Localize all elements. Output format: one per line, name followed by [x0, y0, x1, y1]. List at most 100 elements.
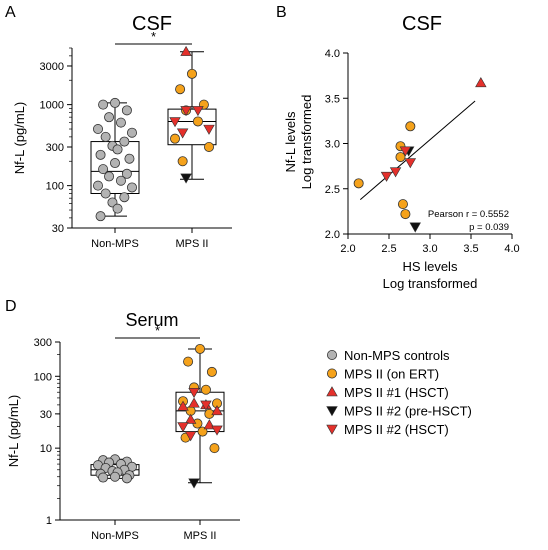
significance-label: *: [151, 29, 156, 44]
data-point: [104, 112, 115, 123]
data-point: [389, 167, 402, 178]
x-tick-label: MPS II: [175, 238, 208, 250]
data-point: [169, 117, 181, 128]
data-point: [184, 431, 197, 442]
data-point: [176, 128, 189, 139]
data-point: [124, 153, 135, 164]
panel-letter-a: A: [5, 4, 16, 21]
x-tick-label: MPS II: [183, 530, 216, 542]
data-point: [100, 188, 111, 199]
data-point: [211, 425, 223, 436]
x-tick-label: 4.0: [504, 243, 519, 255]
data-point: [110, 158, 121, 169]
data-point: [177, 400, 189, 411]
data-point: [115, 175, 126, 186]
chart-title: Serum: [125, 310, 178, 330]
legend-label: MPS II #2 (pre-HSCT): [344, 404, 472, 419]
data-point: [203, 124, 215, 135]
data-point: [405, 121, 416, 132]
data-point: [100, 131, 111, 142]
y-tick-label: 3.5: [325, 93, 340, 105]
legend-marker: [326, 349, 337, 360]
data-point: [177, 156, 188, 167]
data-point: [186, 68, 197, 79]
data-point: [211, 405, 223, 416]
y-tick-label: 2.5: [325, 184, 340, 196]
data-point: [119, 192, 130, 203]
data-point: [127, 182, 138, 193]
data-point: [98, 164, 109, 175]
x-tick-label: 2.5: [381, 243, 396, 255]
data-point: [188, 397, 200, 408]
data-point: [119, 136, 130, 147]
box: [167, 108, 217, 146]
data-point: [175, 84, 186, 95]
data-point: [169, 133, 180, 144]
data-point: [104, 171, 115, 182]
data-point: [380, 171, 393, 182]
data-point: [112, 203, 123, 214]
data-point: [184, 413, 197, 424]
data-point: [127, 127, 138, 138]
data-point: [409, 222, 421, 233]
legend-label: MPS II #1 (HSCT): [344, 385, 449, 400]
y-axis-label: Log transformed: [299, 95, 314, 190]
y-tick-label: 2.0: [325, 229, 340, 241]
legend-marker: [326, 386, 338, 397]
data-point: [192, 116, 203, 127]
data-point: [180, 45, 192, 56]
pearson-annotation: Pearson r = 0.5552: [428, 209, 509, 220]
panel-d: D Serum 1 10 30 100 300 Non-MPS MPS II Nf-L (pg/…: [5, 298, 240, 542]
data-point: [98, 99, 109, 110]
legend-label: MPS II (on ERT): [344, 367, 439, 382]
data-point: [121, 168, 132, 179]
y-tick-label: 300: [34, 337, 52, 349]
x-tick-label: 2.0: [340, 243, 355, 255]
x-tick-label: 3.0: [422, 243, 437, 255]
legend-marker: [326, 368, 337, 379]
data-point: [475, 77, 487, 88]
x-axis-label: HS levels: [403, 259, 458, 274]
x-tick-label: Non-MPS: [91, 530, 139, 542]
panel-letter-b: B: [276, 4, 287, 21]
y-tick-label: 300: [46, 142, 64, 154]
panel-a: A CSF 30 100 300 1000 3000 Non-MPS MPS II Nf-L (…: [5, 4, 232, 250]
data-point: [110, 97, 121, 108]
x-axis-label: Log transformed: [383, 276, 478, 291]
y-tick-label: 30: [52, 223, 64, 235]
chart-title: CSF: [402, 13, 442, 35]
data-point: [203, 141, 214, 152]
data-point: [188, 388, 200, 399]
data-point: [121, 105, 132, 116]
x-tick-label: 3.5: [463, 243, 478, 255]
data-point: [209, 443, 220, 454]
data-point: [197, 426, 208, 437]
data-point: [115, 117, 126, 128]
data-point: [95, 211, 106, 222]
y-tick-label: 100: [46, 181, 64, 193]
regression-line: [359, 100, 476, 200]
y-tick-label: 10: [40, 443, 52, 455]
y-axis-label: Nf-L (pg/mL): [6, 395, 21, 467]
data-point: [200, 400, 212, 411]
panel-b: B CSF 2.0 2.5 3.0 3.5 4.0 2.0 2.5 3.0 3.5 4.0 HS le…: [276, 4, 520, 291]
data-point: [180, 106, 192, 117]
data-point: [93, 124, 104, 135]
data-point: [200, 384, 211, 395]
data-point: [98, 472, 109, 483]
data-point: [183, 356, 194, 367]
y-tick-label: 1: [46, 515, 52, 527]
p-value-annotation: p = 0.039: [469, 222, 509, 233]
data-point: [188, 478, 200, 489]
y-tick-label: 4.0: [325, 48, 340, 60]
legend-marker: [326, 424, 338, 435]
data-point: [110, 471, 121, 482]
y-tick-label: 3.0: [325, 139, 340, 151]
data-point: [93, 180, 104, 191]
data-point: [353, 178, 364, 189]
y-tick-label: 100: [34, 371, 52, 383]
chart-title: CSF: [132, 13, 172, 35]
data-point: [404, 158, 417, 169]
data-point: [395, 152, 406, 163]
